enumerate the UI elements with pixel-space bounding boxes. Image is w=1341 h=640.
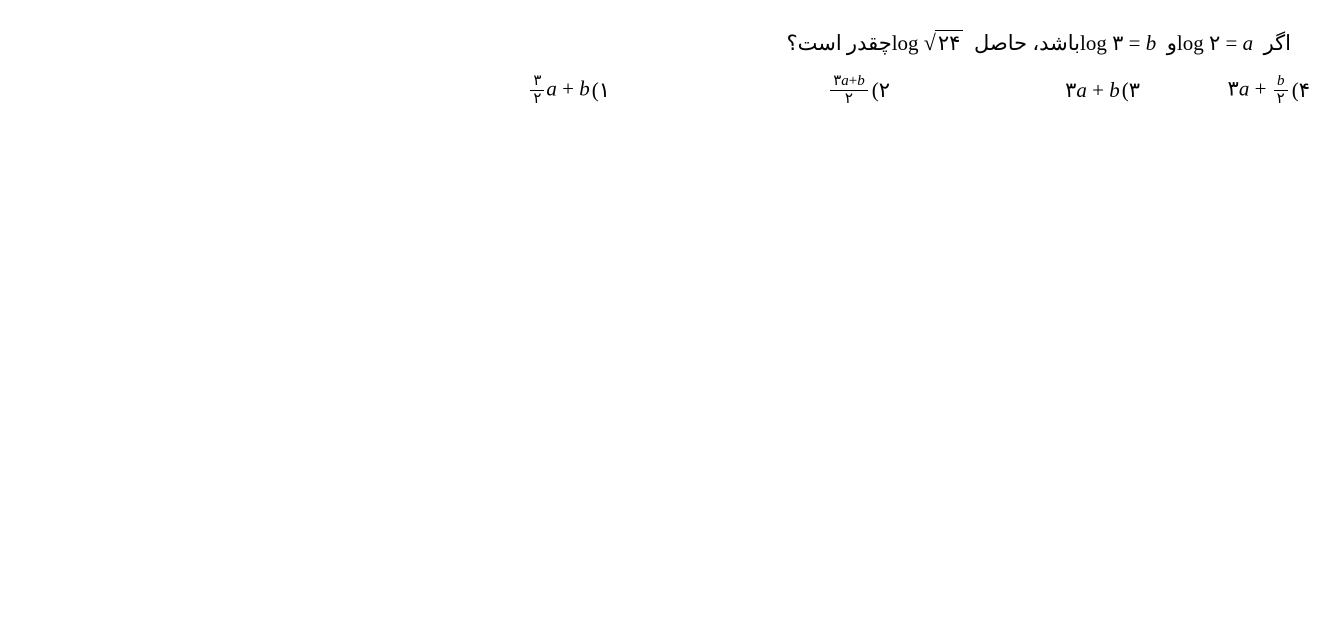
q-prefix: اگر bbox=[1258, 31, 1291, 55]
q-log2: log ۲ = a bbox=[1177, 31, 1258, 55]
frac-3a-plus-b-over-2: ۳a+b ۲ bbox=[830, 74, 868, 107]
q-log3: log ۳ = b bbox=[1080, 31, 1161, 55]
q-and: و bbox=[1161, 31, 1176, 55]
q-logsqrt: log ۲۴ bbox=[892, 31, 969, 55]
q-suffix: چقدر است؟ bbox=[786, 31, 891, 55]
answer-3-expr: ۳a + b bbox=[1065, 78, 1120, 103]
frac-3-2: ۳ ۲ bbox=[530, 74, 544, 107]
answer-4-expr: ۳a + b ۲ bbox=[1228, 74, 1290, 107]
answer-1: ۱) ۳ ۲ a + b bbox=[390, 74, 610, 107]
answer-4-label: ۴) bbox=[1292, 78, 1310, 103]
answer-2-label: ۲) bbox=[872, 78, 890, 103]
frac-b-2: b ۲ bbox=[1274, 74, 1288, 107]
answer-2: ۲) ۳a+b ۲ bbox=[610, 74, 890, 107]
question-text: اگر log ۲ = a و log ۳ = b باشد، حاصل log… bbox=[40, 30, 1301, 56]
answer-3: ۳) ۳a + b bbox=[890, 74, 1140, 107]
answer-1-label: ۱) bbox=[592, 78, 610, 103]
answer-4: ۴) ۳a + b ۲ bbox=[1140, 74, 1310, 107]
q-mid: باشد، حاصل bbox=[969, 31, 1080, 55]
answers-row: ۱) ۳ ۲ a + b ۲) ۳a+b ۲ ۳) ۳a + b ۴) ۳a +… bbox=[40, 74, 1301, 107]
answer-1-expr: ۳ ۲ a + b bbox=[528, 74, 589, 107]
answer-3-label: ۳) bbox=[1122, 78, 1140, 103]
answer-2-expr: ۳a+b ۲ bbox=[828, 74, 870, 107]
